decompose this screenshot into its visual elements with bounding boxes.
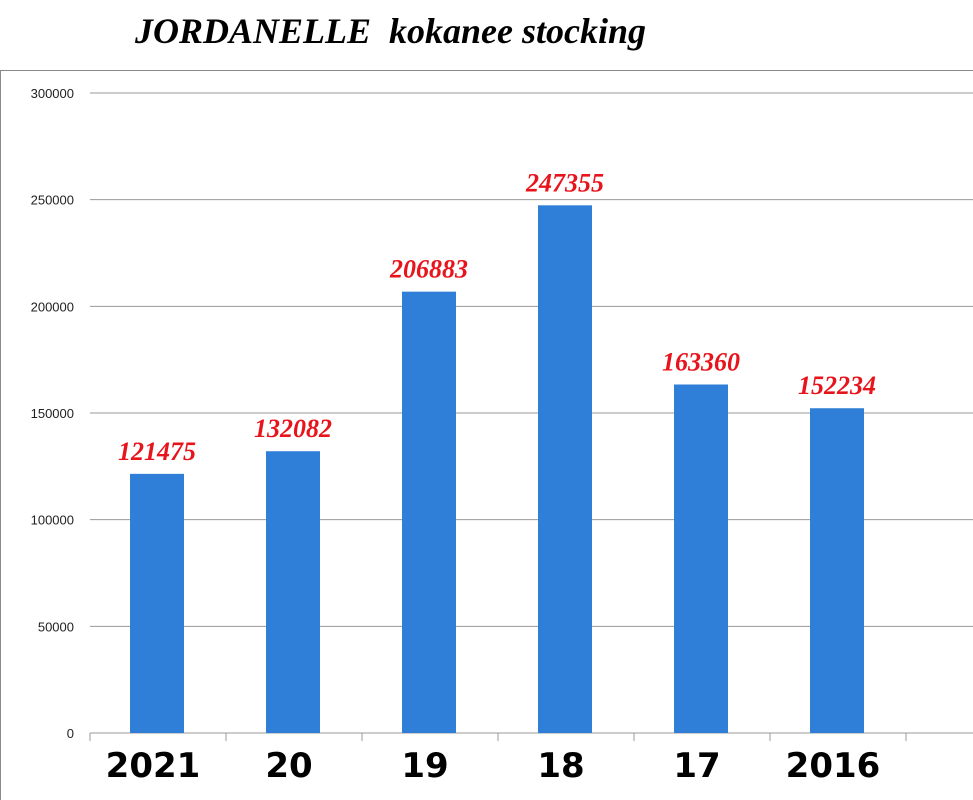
bars bbox=[130, 205, 864, 733]
plot-frame bbox=[0, 70, 973, 800]
data-label: 247355 bbox=[525, 168, 604, 197]
data-label: 163360 bbox=[662, 347, 740, 376]
x-category-label: 2021 bbox=[106, 746, 201, 786]
x-category-label: 20 bbox=[265, 746, 312, 786]
bar bbox=[402, 291, 456, 733]
data-label: 132082 bbox=[254, 414, 332, 443]
chart-title: JORDANELLE kokanee stocking bbox=[135, 11, 647, 51]
data-label: 121475 bbox=[118, 437, 196, 466]
data-label: 206883 bbox=[389, 255, 468, 284]
bar bbox=[130, 473, 184, 733]
y-axis-ticks: 0 50000 100000 150000 200000 250000 300000 bbox=[31, 86, 74, 741]
y-tick-label: 300000 bbox=[31, 86, 74, 101]
y-tick-label: 150000 bbox=[31, 406, 74, 421]
data-label: 152234 bbox=[798, 371, 876, 400]
y-tick-label: 50000 bbox=[38, 619, 74, 634]
x-axis-labels: 2021 20 19 18 17 2016 bbox=[106, 746, 881, 786]
bar bbox=[674, 384, 728, 733]
data-labels: 121475 132082 206883 247355 163360 152234 bbox=[118, 168, 876, 466]
x-category-label: 2016 bbox=[786, 746, 881, 786]
bar bbox=[810, 408, 864, 733]
x-category-label: 17 bbox=[673, 746, 720, 786]
y-tick-label: 0 bbox=[67, 726, 74, 741]
bar bbox=[266, 451, 320, 733]
y-tick-label: 100000 bbox=[31, 513, 74, 528]
x-category-label: 19 bbox=[401, 746, 448, 786]
y-tick-label: 250000 bbox=[31, 193, 74, 208]
bar bbox=[538, 205, 592, 733]
y-tick-label: 200000 bbox=[31, 299, 74, 314]
x-category-label: 18 bbox=[537, 746, 584, 786]
